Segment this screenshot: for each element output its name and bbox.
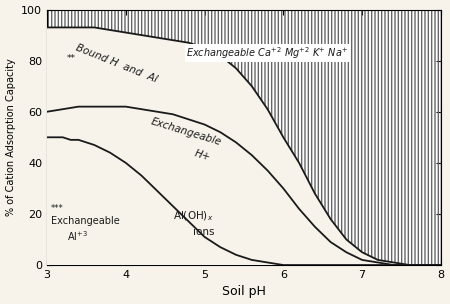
Text: Al$^{+3}$: Al$^{+3}$ <box>67 229 88 243</box>
Text: Exchangeable Ca$^{+2}$ Mg$^{+2}$ K$^{+}$ Na$^{+}$: Exchangeable Ca$^{+2}$ Mg$^{+2}$ K$^{+}$… <box>186 45 349 61</box>
Text: Exchangeable: Exchangeable <box>51 216 120 226</box>
Text: Exchangeable: Exchangeable <box>149 117 222 148</box>
Text: ions: ions <box>193 227 214 237</box>
Text: Al(OH)$_x$: Al(OH)$_x$ <box>173 210 214 223</box>
X-axis label: Soil pH: Soil pH <box>222 285 266 299</box>
Text: **: ** <box>67 54 76 63</box>
Text: H+: H+ <box>193 148 212 162</box>
Y-axis label: % of Cation Adsorption Capacity: % of Cation Adsorption Capacity <box>5 58 16 216</box>
Text: ***: *** <box>51 204 63 213</box>
Text: Bound H  and  Al: Bound H and Al <box>75 42 159 84</box>
